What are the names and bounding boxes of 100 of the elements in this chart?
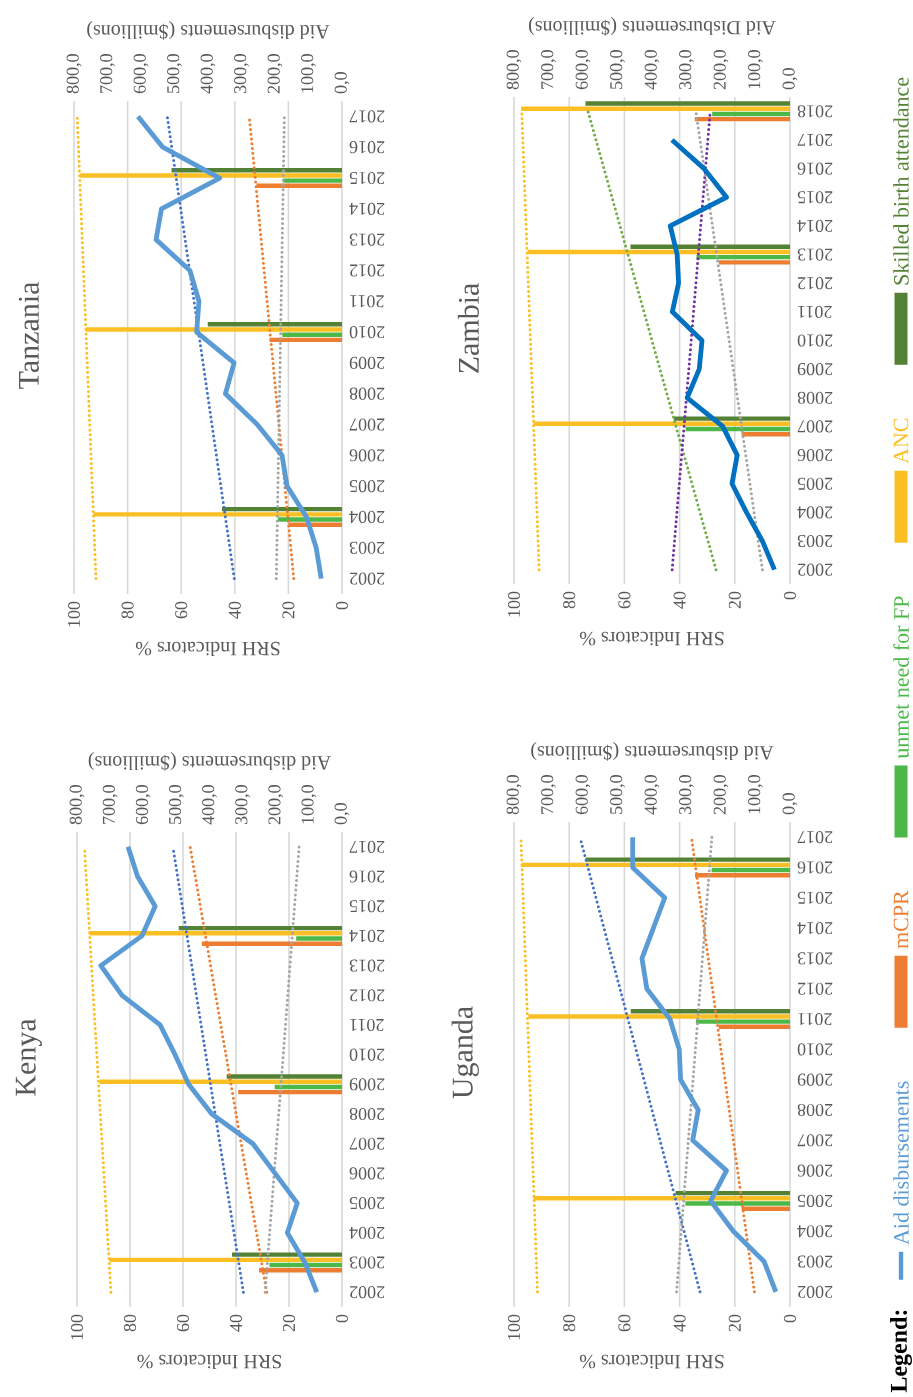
x-axis-title: SRH Indicators % [579,631,724,646]
y-tick-label: 2011 [798,1012,832,1026]
text: ANC [893,418,909,464]
x-tick-label: 60 [175,601,188,619]
text: Tanzania [18,281,39,389]
y-tick-label: 2008 [797,391,833,404]
x2-tick-label: 200,0 [267,54,283,94]
bar [282,332,342,337]
x2-tick-label: 800,0 [506,50,522,90]
x-tick-label: 0 [783,1314,797,1323]
y-tick-label: 2012 [798,277,833,290]
y-tick-label: 2003 [349,1256,385,1269]
y-tick-label: 2004 [797,506,833,519]
y-tick-label: 2005 [797,1194,833,1207]
y-tick-label: 2012 [798,982,833,995]
y-tick-label: 2009 [349,356,385,369]
y-tick-label: 2003 [797,534,833,548]
x-tick-label: 0 [335,601,349,610]
x2-axis-title: Aid disbursements ($millions) [531,741,774,761]
x-tick-label: 100 [507,591,521,617]
x2-tick-label: 500,0 [610,50,625,89]
y-tick-label: 2011 [798,305,832,318]
x2-tick-label: 500,0 [168,785,184,824]
x2-tick-label: 700,0 [102,785,118,824]
y-tick-label: 2017 [797,133,833,147]
y-tick-label: 2012 [350,989,385,1002]
x-tick-label: 40 [228,601,241,619]
x2-tick-label: 0,0 [334,803,350,825]
x2-tick-label: 700,0 [541,775,556,814]
x2-tick-label: 700,0 [541,50,556,89]
bar [283,178,342,183]
y-tick-label: 2017 [349,840,385,853]
y-tick-label: 2004 [349,510,385,524]
x2-tick-label: 100,0 [301,785,317,824]
x2-axis-title: Aid disbursements ($millions) [87,20,330,40]
bar [296,936,342,941]
text: Skilled birth attendance [893,77,909,285]
y-tick-label: 2008 [797,1103,833,1117]
text: Zambia [457,283,479,373]
bar [226,1074,342,1079]
x-tick-label: 60 [618,591,631,609]
bar [711,867,790,873]
y-tick-label: 2015 [349,171,385,185]
y-tick-label: 2006 [797,1164,833,1177]
y-tick-label: 2013 [797,248,833,261]
text: Uganda [451,1006,479,1099]
y-tick-label: 2012 [350,264,385,277]
y-tick-label: 2009 [797,1073,833,1086]
y-tick-label: 2008 [349,1107,385,1121]
y-tick-label: 2013 [349,959,385,972]
y-tick-label: 2017 [349,110,385,123]
y-tick-label: 2011 [350,1018,384,1032]
x2-tick-label: 300,0 [679,775,694,815]
x2-tick-label: 800,0 [69,785,85,825]
x2-tick-label: 800,0 [66,54,82,94]
y-tick-label: 2006 [349,1167,385,1180]
y-tick-label: 2003 [349,541,385,554]
y-tick-label: 2007 [349,1137,385,1150]
y-tick-label: 2013 [797,952,833,965]
x-tick-label: 40 [229,1314,243,1332]
x2-tick-label: 0,0 [782,793,798,815]
x2-tick-label: 100,0 [748,50,763,89]
x2-tick-label: 400,0 [644,50,660,90]
x-tick-label: 100 [507,1314,521,1340]
y-tick-label: 2011 [350,295,384,308]
y-tick-label: 2010 [349,1048,385,1061]
y-tick-label: 2006 [797,449,833,462]
y-tick-label: 2004 [797,1225,833,1238]
x-axis-title: SRH Indicators % [579,1354,724,1369]
x2-tick-label: 600,0 [135,785,151,825]
x2-tick-label: 400,0 [644,775,660,815]
x-tick-label: 80 [563,591,576,609]
x2-tick-label: 200,0 [713,50,729,90]
x2-tick-label: 700,0 [100,54,115,93]
x-tick-label: 20 [728,1314,741,1332]
x-axis-title: SRH Indicators % [137,1354,281,1369]
y-tick-label: 2018 [797,105,833,118]
bar [712,111,790,117]
bar [232,1252,342,1257]
bar [685,1201,790,1206]
x2-tick-label: 500,0 [167,54,182,93]
y-tick-label: 2009 [349,1078,385,1091]
y-tick-label: 2002 [798,563,833,576]
y-tick-label: 2015 [797,191,833,204]
y-tick-label: 2014 [797,922,833,935]
x-tick-label: 0 [783,591,797,600]
y-tick-label: 2007 [797,1134,833,1147]
x-tick-label: 80 [123,1314,137,1332]
y-tick-label: 2014 [349,202,385,215]
y-tick-label: 2004 [349,1226,385,1239]
y-tick-label: 2009 [797,363,833,376]
y-tick-label: 2010 [797,1043,833,1056]
y-tick-label: 2017 [797,831,833,844]
x2-tick-label: 500,0 [610,775,625,814]
y-tick-label: 2002 [350,572,385,585]
y-tick-label: 2005 [797,477,833,490]
legend-title: Legend: [890,1310,912,1393]
x-tick-label: 20 [728,591,741,609]
y-tick-label: 2014 [349,929,385,942]
y-tick-label: 2002 [350,1286,385,1299]
